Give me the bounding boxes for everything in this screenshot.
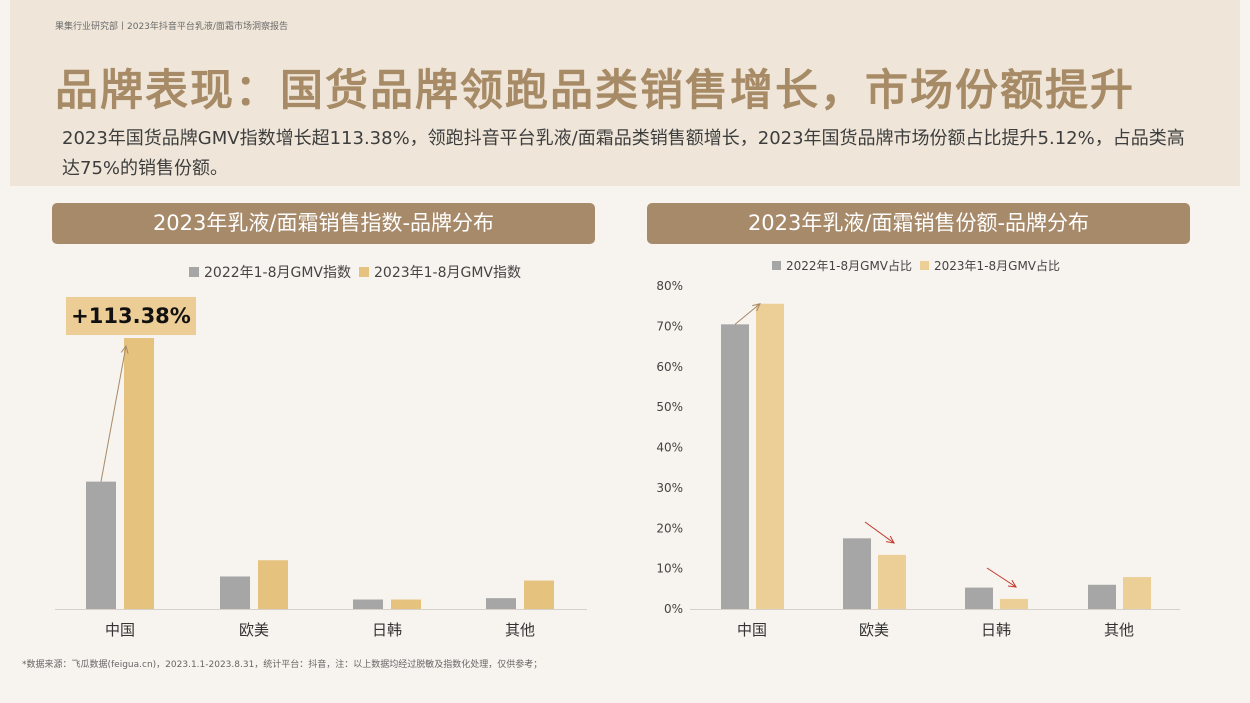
left-bar-1-0 xyxy=(124,338,154,609)
left-x-tick-label: 欧美 xyxy=(239,621,269,639)
page-subtitle: 2023年国货品牌GMV指数增长超113.38%，领跑抖音平台乳液/面霜品类销售… xyxy=(62,128,1185,179)
page-title: 品牌表现：国货品牌领跑品类销售增长，市场份额提升 xyxy=(55,66,1135,116)
legend-swatch-gold xyxy=(920,261,930,270)
legend-swatch-gray xyxy=(189,267,199,277)
legend-swatch-gray xyxy=(772,261,781,270)
left-legend: 2022年1-8月GMV指数 2023年1-8月GMV指数 xyxy=(189,262,521,282)
left-legend-item-2023: 2023年1-8月GMV指数 xyxy=(359,262,521,282)
left-bar-1-3 xyxy=(524,580,554,609)
left-legend-label-2023: 2023年1-8月GMV指数 xyxy=(374,265,521,281)
left-bar-0-0 xyxy=(86,481,116,609)
left-growth-arrow xyxy=(100,345,127,482)
right-legend-item-2023: 2023年1-8月GMV占比 xyxy=(920,257,1060,274)
left-legend-item-2022: 2022年1-8月GMV指数 xyxy=(189,262,351,282)
breadcrumb: 果集行业研究部丨2023年抖音平台乳液/面霜市场洞察报告 xyxy=(55,22,288,32)
left-bar-0-3 xyxy=(486,598,516,609)
right-legend-item-2022: 2022年1-8月GMV占比 xyxy=(772,257,912,274)
right-legend-label-2022: 2022年1-8月GMV占比 xyxy=(786,259,913,273)
right-legend-label-2023: 2023年1-8月GMV占比 xyxy=(934,259,1061,273)
left-bar-1-1 xyxy=(258,560,288,609)
left-x-tick-label: 其他 xyxy=(505,621,535,639)
left-bar-0-1 xyxy=(220,576,250,609)
header-band xyxy=(10,0,1240,186)
left-bar-0-2 xyxy=(353,599,383,609)
left-chart-title: 2023年乳液/面霜销售指数-品牌分布 xyxy=(52,203,595,244)
footnote: *数据来源：飞瓜数据(feigua.cn)，2023.1.1-2023.8.31… xyxy=(22,660,543,670)
left-legend-label-2022: 2022年1-8月GMV指数 xyxy=(204,265,351,281)
legend-swatch-gold xyxy=(359,267,369,277)
left-growth-arrow-head xyxy=(120,344,129,354)
left-x-tick-label: 日韩 xyxy=(372,621,402,639)
left-bar-1-2 xyxy=(391,599,421,609)
left-x-tick-label: 中国 xyxy=(105,621,135,639)
right-legend: 2022年1-8月GMV占比 2023年1-8月GMV占比 xyxy=(772,257,1060,274)
right-chart-title: 2023年乳液/面霜销售份额-品牌分布 xyxy=(647,203,1190,244)
growth-callout: +113.38% xyxy=(66,297,196,335)
